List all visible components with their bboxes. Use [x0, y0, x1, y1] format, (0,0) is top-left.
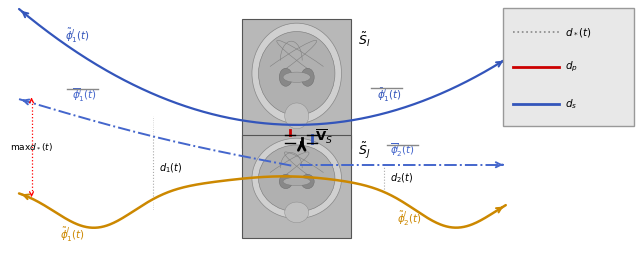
Text: $\tilde{\phi}_1^I(t)$: $\tilde{\phi}_1^I(t)$	[65, 27, 90, 45]
Ellipse shape	[259, 31, 335, 115]
Ellipse shape	[283, 177, 310, 186]
Text: $d_s$: $d_s$	[565, 97, 577, 111]
Text: $\tilde{\phi}_1^J(t)$: $\tilde{\phi}_1^J(t)$	[60, 226, 85, 244]
Text: $\overline{\phi}_1^I(t)$: $\overline{\phi}_1^I(t)$	[72, 86, 97, 103]
Text: $\overline{\phi}_2^J(t)$: $\overline{\phi}_2^J(t)$	[390, 141, 415, 159]
Text: $\overline{\mathbf{V}}_S$: $\overline{\mathbf{V}}_S$	[316, 127, 333, 146]
FancyBboxPatch shape	[242, 135, 351, 238]
Text: $d_*(t)$: $d_*(t)$	[565, 26, 591, 39]
Text: $\tilde{S}_J$: $\tilde{S}_J$	[358, 140, 370, 161]
Ellipse shape	[285, 103, 308, 129]
Text: $d_2(t)$: $d_2(t)$	[390, 172, 413, 185]
Ellipse shape	[301, 174, 314, 189]
Ellipse shape	[252, 23, 342, 124]
Ellipse shape	[259, 145, 335, 212]
Ellipse shape	[301, 68, 314, 86]
Text: $\bar{\phi}_1^I(t)$: $\bar{\phi}_1^I(t)$	[377, 87, 402, 104]
FancyBboxPatch shape	[502, 8, 634, 126]
Ellipse shape	[283, 72, 310, 82]
Text: $\tilde{\phi}_2^J(t)$: $\tilde{\phi}_2^J(t)$	[397, 210, 422, 228]
Text: $\tilde{S}_I$: $\tilde{S}_I$	[358, 31, 370, 49]
Ellipse shape	[285, 202, 308, 223]
Ellipse shape	[252, 138, 342, 219]
Ellipse shape	[279, 68, 292, 86]
Text: $d_1(t)$: $d_1(t)$	[159, 161, 183, 175]
Ellipse shape	[279, 174, 292, 189]
Text: $d_p$: $d_p$	[565, 60, 578, 74]
FancyBboxPatch shape	[242, 19, 351, 148]
Text: $\max d_*(t)$: $\max d_*(t)$	[10, 141, 52, 153]
